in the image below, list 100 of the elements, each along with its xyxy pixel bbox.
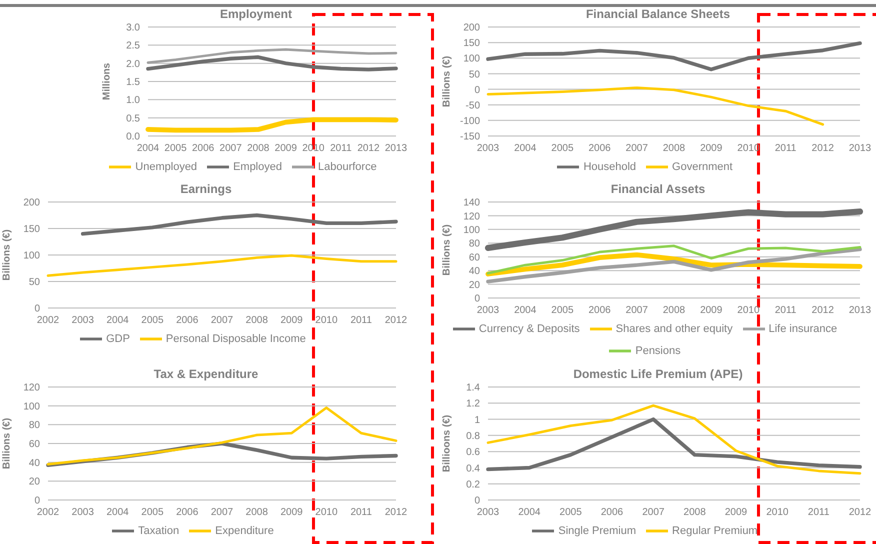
y-tick-label: 2.5 [126,40,140,52]
x-tick-label: 2002 [36,315,60,326]
x-tick-label: 2012 [812,305,834,316]
x-tick-label: 2003 [72,507,94,518]
x-tick-label: 2009 [700,143,723,154]
x-tick-label: 2008 [246,507,268,518]
legend-label: GDP [106,332,130,345]
y-tick-label: 200 [23,198,40,209]
x-tick-label: 2007 [210,315,234,326]
legend-label: Taxation [138,524,180,537]
y-tick-label: 20 [28,476,40,488]
y-tick-label: 100 [23,401,40,412]
x-tick-label: 2010 [302,143,325,154]
y-tick-label: 80 [468,238,480,250]
x-tick-label: 2004 [514,305,537,316]
y-tick-label: 40 [468,266,480,278]
x-tick-label: 2004 [514,143,537,154]
x-tick-label: 2004 [106,315,130,326]
y-tick-label: -100 [460,116,480,127]
y-tick-label: 0.8 [466,430,480,442]
y-tick-label: 60 [28,439,40,450]
x-tick-label: 2007 [220,143,242,154]
x-tick-label: 2006 [176,315,199,326]
y-axis-title: Billions (€) [2,229,13,281]
y-axis-title: Billions (€) [2,418,13,470]
x-tick-label: 2009 [724,507,748,518]
y-axis-title: Billions (€) [442,56,453,108]
y-tick-label: 60 [468,252,480,264]
x-tick-label: 2005 [164,143,188,154]
x-tick-label: 2007 [642,507,665,518]
y-tick-label: 100 [23,250,40,262]
x-tick-label: 2008 [247,143,270,154]
y-tick-label: 150 [23,224,40,236]
y-tick-label: 80 [28,420,40,432]
legend-label: Government [672,160,733,173]
y-tick-label: 200 [463,22,480,34]
y-tick-label: 120 [23,382,40,394]
y-tick-label: 0.2 [466,479,480,490]
x-tick-label: 2003 [476,507,500,518]
legend-label: Regular Premium [672,524,758,537]
y-tick-label: 100 [463,224,480,236]
x-tick-label: 2004 [106,507,130,518]
chart-title: Financial Assets [610,181,706,198]
y-tick-label: 100 [463,54,480,65]
x-tick-label: 2013 [848,305,872,316]
chart-title: Employment [218,6,293,23]
y-tick-label: 2.0 [126,58,140,70]
legend-label: Labourforce [318,160,377,173]
y-tick-label: 1.4 [466,382,480,394]
y-tick-label: 0.6 [466,447,480,458]
y-tick-label: 1.5 [126,77,140,88]
y-tick-label: 50 [28,277,40,288]
x-tick-label: 2009 [274,143,298,154]
y-tick-label: -50 [466,100,480,112]
legend-label: Life insurance [768,322,838,335]
x-tick-label: 2003 [476,305,500,316]
x-tick-label: 2006 [600,507,624,518]
x-tick-label: 2013 [848,143,872,154]
y-tick-label: 120 [463,211,480,222]
x-tick-label: 2012 [812,143,834,154]
x-tick-label: 2009 [280,507,304,518]
x-tick-label: 2011 [774,143,797,154]
x-tick-label: 2007 [626,143,648,154]
x-tick-label: 2010 [315,507,338,518]
y-tick-label: 1.2 [466,398,480,410]
x-tick-label: 2010 [315,315,338,326]
x-tick-label: 2005 [560,507,582,518]
y-tick-label: 0.5 [126,113,140,124]
y-tick-label: 20 [468,280,480,291]
chart-title: Financial Balance Sheets [584,6,732,23]
legend-label: Expenditure [215,524,274,537]
chart-title: Earnings [179,181,233,198]
x-tick-label: 2009 [700,305,723,316]
y-tick-label: 0 [474,84,480,96]
x-tick-label: 2003 [476,143,500,154]
x-tick-label: 2003 [72,315,94,326]
x-tick-label: 2011 [350,507,372,518]
x-tick-label: 2005 [141,507,164,518]
x-tick-label: 2006 [588,305,612,316]
x-tick-label: 2004 [136,143,160,154]
x-tick-label: 2010 [766,507,789,518]
legend-label: Personal Disposable Income [166,332,306,345]
x-tick-label: 2007 [210,507,234,518]
x-tick-label: 2005 [141,315,164,326]
y-tick-label: 0 [474,496,480,507]
legend-label: Single Premium [558,524,636,537]
x-tick-label: 2007 [626,305,648,316]
y-tick-label: 0 [474,294,480,305]
legend-label: Shares and other equity [616,322,733,335]
x-tick-label: 2012 [384,507,408,518]
y-tick-label: 50 [468,69,480,80]
x-tick-label: 2008 [662,143,686,154]
y-tick-label: 1.0 [126,95,140,106]
y-tick-label: 0 [34,304,40,315]
y-axis-title: Millions [102,62,113,100]
x-tick-label: 2012 [357,143,380,154]
legend-label: Household [583,160,636,173]
y-tick-label: 0.0 [126,132,140,143]
x-tick-label: 2006 [176,507,199,518]
x-tick-label: 2011 [330,143,352,154]
